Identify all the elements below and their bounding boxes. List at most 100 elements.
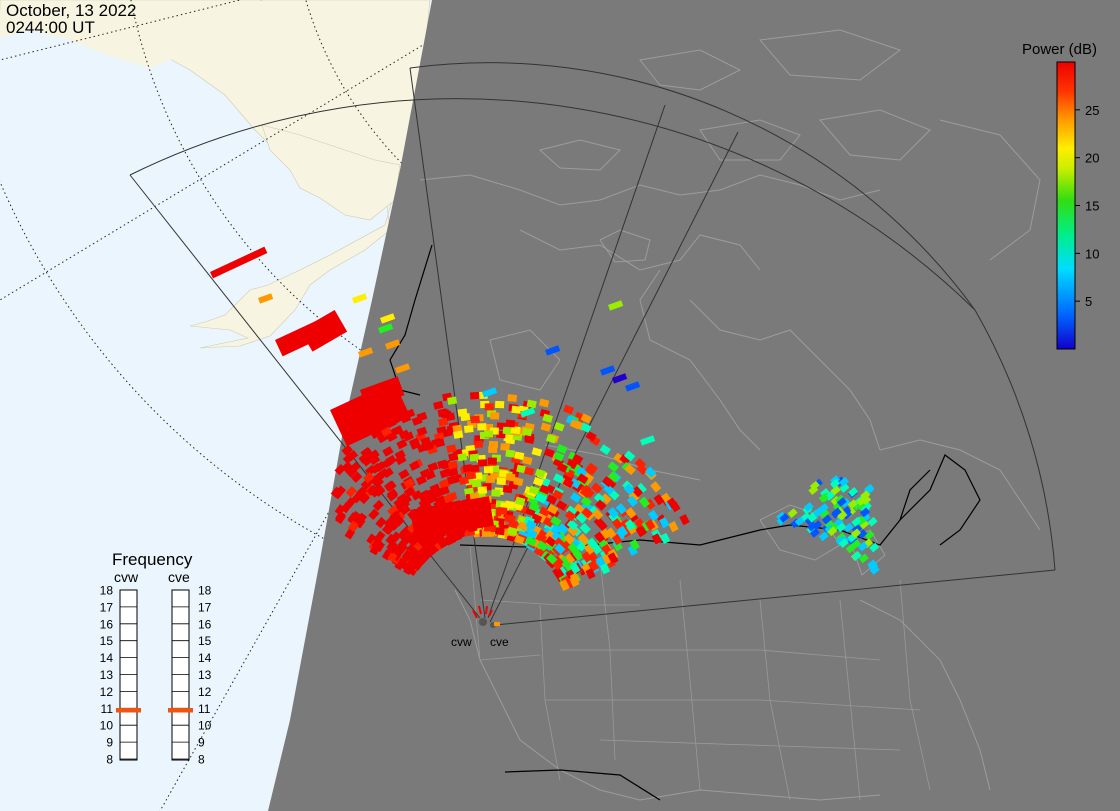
echo-cell (382, 457, 394, 469)
echo-cell (668, 521, 679, 533)
echo-cell (526, 399, 537, 409)
echo-cell (819, 508, 830, 519)
echo-cell (869, 542, 880, 553)
echo-cell (779, 512, 790, 523)
echo-cell (355, 486, 368, 498)
echo-cell (505, 473, 516, 482)
echo-cell (623, 483, 635, 496)
echo-cell (584, 464, 597, 476)
frequency-scale-label: 9 (106, 736, 113, 750)
echo-cell (579, 487, 592, 499)
echo-cell (469, 391, 480, 400)
echo-cell (411, 489, 423, 501)
echo-cell (545, 434, 557, 444)
echo-cell (504, 514, 515, 523)
echo-cell (545, 530, 557, 542)
echo-cell (368, 449, 380, 461)
echo-cell (807, 521, 818, 532)
echo-cell (415, 554, 427, 566)
echo-cell (344, 497, 356, 509)
echo-cell (864, 530, 875, 540)
echo-cell (581, 551, 593, 563)
echo-cell (505, 449, 516, 458)
echo-cell (500, 443, 510, 451)
echo-cell (540, 422, 552, 432)
echo-cell (566, 459, 578, 470)
echo-cell (470, 415, 480, 424)
echo-cell (463, 425, 474, 433)
echo-cell (392, 544, 404, 557)
echo-cell (631, 485, 644, 498)
echo-cell (787, 508, 798, 518)
echo-cell (373, 485, 386, 497)
echo-cell (563, 404, 574, 415)
echo-cell (553, 473, 565, 484)
echo-cell (847, 499, 858, 510)
echo-cell (471, 479, 482, 488)
frequency-scale-label: 8 (198, 753, 205, 767)
echo-cell (567, 551, 579, 563)
echo-cell (399, 555, 410, 568)
echo-cell (851, 551, 862, 561)
echo-cell (580, 495, 592, 508)
echo-cell (366, 484, 378, 496)
echo-cell (427, 462, 439, 472)
echo-cell (605, 527, 617, 539)
echo-cell (575, 512, 588, 524)
echo-cell (638, 496, 650, 508)
echo-cell (566, 519, 579, 531)
echo-cell (374, 461, 386, 473)
echo-cell (539, 484, 551, 495)
echo-cell (551, 524, 563, 536)
echo-cell (430, 489, 442, 500)
echo-cell (576, 466, 588, 478)
state-borders (469, 544, 931, 801)
frequency-scale-label: 17 (100, 600, 114, 614)
echo-cell (375, 516, 387, 529)
frequency-scale-label: 14 (198, 651, 212, 665)
echo-cell (395, 454, 407, 466)
echo-cell (579, 522, 591, 535)
echo-cell (599, 444, 611, 456)
echo-cell (439, 468, 451, 479)
frequency-scale-label: 17 (198, 600, 212, 614)
frequency-scale-label: 9 (198, 736, 205, 750)
echo-cell (457, 408, 468, 417)
echo-cell (535, 493, 547, 504)
echo-cell (350, 471, 363, 483)
echo-cell (423, 441, 435, 452)
echo-cell (617, 525, 629, 538)
echo-cell (839, 483, 850, 493)
frequency-scale-label: 11 (198, 702, 211, 716)
echo-cell (385, 533, 397, 546)
echo-cell (581, 507, 593, 519)
frequency-scale-label: 15 (100, 634, 114, 648)
echo-cell (625, 381, 641, 392)
echo-cell (837, 510, 848, 521)
echo-cell (526, 528, 538, 540)
echo-cell (831, 507, 842, 518)
echo-cell (446, 475, 458, 485)
echo-cell (444, 412, 456, 422)
echo-cell (520, 407, 536, 418)
echo-cell (466, 471, 477, 480)
echo-cell (477, 459, 488, 467)
echo-cell (447, 396, 458, 405)
echo-cell (416, 411, 428, 422)
echo-cell (402, 531, 415, 544)
echo-cell (377, 468, 390, 479)
echo-cell (398, 468, 410, 480)
echo-cell (542, 413, 553, 423)
echo-cell (446, 444, 457, 454)
echo-cell (635, 525, 647, 538)
echo-cell (563, 533, 576, 545)
echo-cell (536, 540, 548, 552)
echo-cell (342, 452, 355, 465)
echo-cell (607, 552, 618, 564)
echo-cell (487, 457, 497, 465)
echo-cell (525, 519, 537, 530)
frequency-scale-label: 18 (100, 584, 114, 598)
echo-cell (419, 489, 431, 500)
echo-cell (658, 517, 670, 529)
